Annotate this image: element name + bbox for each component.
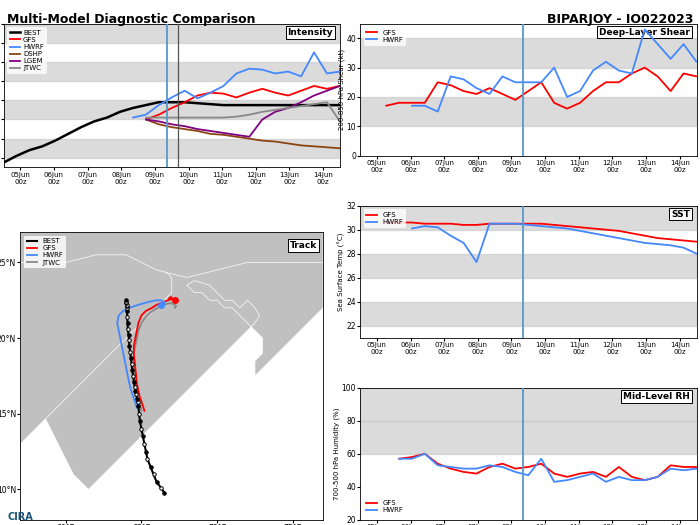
Bar xyxy=(360,421,696,454)
Text: Track: Track xyxy=(290,241,317,250)
Legend: GFS, HWRF: GFS, HWRF xyxy=(363,209,406,228)
Polygon shape xyxy=(20,232,172,520)
Polygon shape xyxy=(20,232,323,278)
Legend: BEST, GFS, HWRF, JTWC: BEST, GFS, HWRF, JTWC xyxy=(24,236,66,268)
Bar xyxy=(360,254,696,278)
Text: Multi-Model Diagnostic Comparison: Multi-Model Diagnostic Comparison xyxy=(7,13,256,26)
Text: BIPARJOY - IO022023: BIPARJOY - IO022023 xyxy=(547,13,693,26)
Bar xyxy=(360,388,696,421)
Text: Deep-Layer Shear: Deep-Layer Shear xyxy=(599,28,689,37)
Text: Intensity: Intensity xyxy=(288,28,333,37)
Bar xyxy=(360,38,696,68)
Bar xyxy=(360,206,696,230)
Y-axis label: 200-850 hPa Shear (kt): 200-850 hPa Shear (kt) xyxy=(338,49,345,130)
Text: Mid-Level RH: Mid-Level RH xyxy=(623,392,690,401)
Text: CIRA: CIRA xyxy=(7,512,33,522)
Text: SST: SST xyxy=(671,209,690,219)
Legend: BEST, GFS, HWRF, DSHP, LGEM, JTWC: BEST, GFS, HWRF, DSHP, LGEM, JTWC xyxy=(7,27,47,74)
Bar xyxy=(360,302,696,326)
Y-axis label: Sea Surface Temp (°C): Sea Surface Temp (°C) xyxy=(337,233,345,311)
Bar xyxy=(360,97,696,126)
Bar xyxy=(4,24,340,43)
Bar xyxy=(4,62,340,81)
Bar xyxy=(4,139,340,158)
Bar xyxy=(4,100,340,120)
Legend: GFS, HWRF: GFS, HWRF xyxy=(363,27,406,46)
Legend: GFS, HWRF: GFS, HWRF xyxy=(363,498,406,516)
Polygon shape xyxy=(20,232,323,489)
Y-axis label: 700-500 hPa Humidity (%): 700-500 hPa Humidity (%) xyxy=(333,407,340,500)
